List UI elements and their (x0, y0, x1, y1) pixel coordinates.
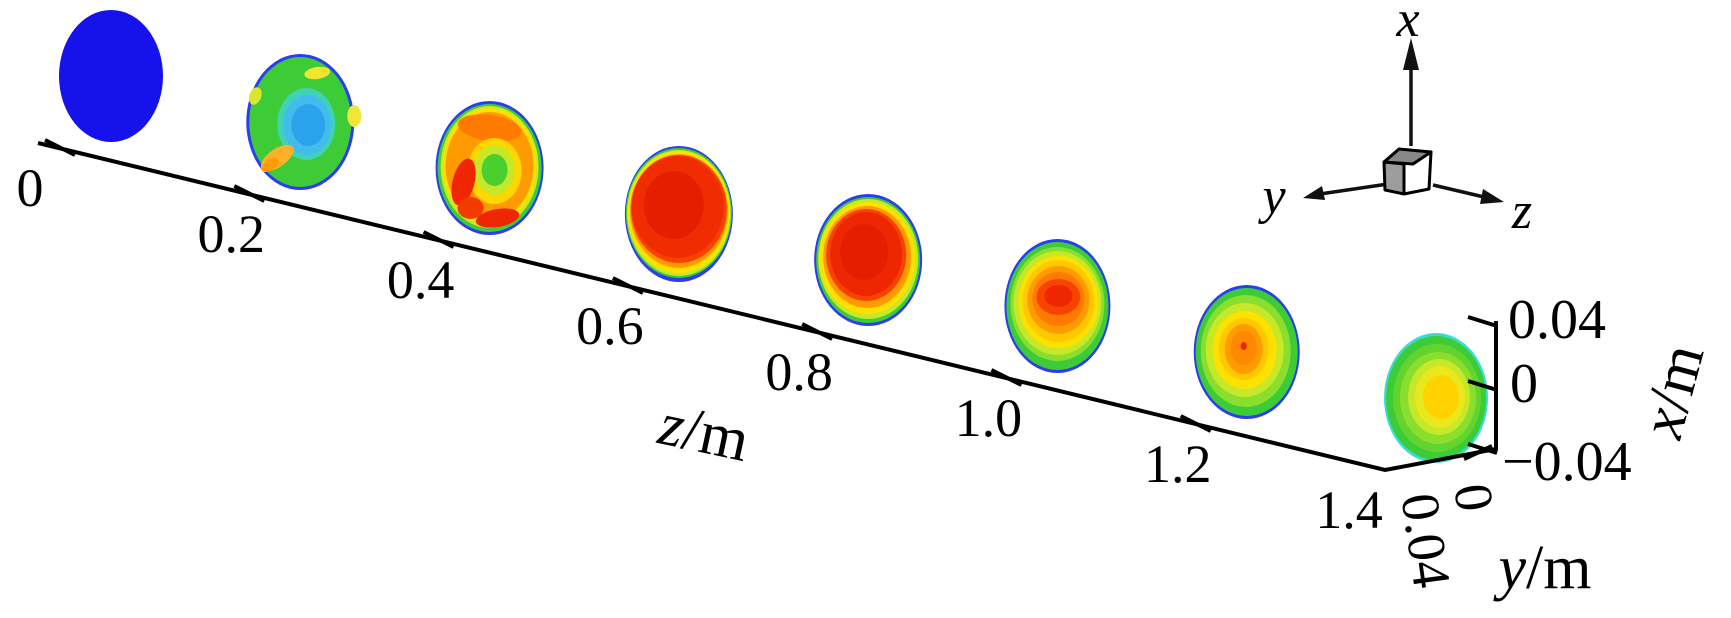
triad-x-arrowhead (1403, 38, 1419, 70)
z-tick-label: 0.4 (387, 250, 455, 310)
slice-z-0.8 (814, 194, 923, 326)
y-axis-symbol: y (1493, 534, 1527, 602)
contour-slices (59, 10, 1488, 463)
contour-spot (1240, 342, 1247, 350)
z-tick-label: 0 (17, 158, 44, 218)
triad-x-label: x (1395, 0, 1419, 48)
y-axis-tick (1463, 444, 1493, 461)
x-axis-tick-mid (1467, 379, 1498, 392)
axes-frame (37, 141, 1498, 473)
triad-z-label: z (1511, 183, 1532, 240)
contour-spot (457, 197, 484, 219)
triad-cube-top-face (1382, 147, 1433, 166)
z-axis-tick-labels: 0 0.2 0.4 0.6 0.8 1.0 1.2 1.4 (17, 158, 1383, 540)
slice-z-1.2 (1193, 285, 1300, 419)
z-tick (611, 276, 644, 295)
x-tick-label-pos004: 0.04 (1508, 289, 1606, 351)
slice-z-1 (1004, 239, 1111, 373)
contour-spot (475, 208, 520, 228)
slice-z-0.6 (624, 146, 733, 282)
z-axis-title: z/m (652, 390, 755, 475)
z-tick (422, 230, 455, 249)
x-axis-tick-top (1467, 315, 1498, 328)
z-tick-label: 1.4 (1315, 480, 1383, 540)
z-tick (233, 184, 266, 203)
z-axis-ticks (44, 138, 1212, 433)
contour-ring (840, 224, 889, 280)
contour-ring (1422, 375, 1459, 419)
z-axis-unit: /m (677, 395, 755, 475)
contour-ring (481, 154, 508, 186)
triad-y-arrow-shaft (1319, 182, 1389, 196)
z-tick (990, 368, 1023, 387)
contour-spot (347, 105, 362, 127)
contour-spot (304, 66, 331, 80)
z-tick-label: 1.0 (955, 388, 1023, 448)
contour-spot (261, 157, 279, 173)
x-axis-title: x/m (1628, 337, 1718, 445)
z-tick-label: 0.8 (765, 342, 833, 402)
contour-ring (59, 10, 163, 142)
y-axis-title: y/m (1493, 534, 1592, 602)
slice-z-0 (59, 10, 163, 142)
z-tick-label: 0.6 (576, 296, 644, 356)
contour-spot (451, 158, 476, 206)
slice-z-1.4 (1383, 333, 1488, 463)
contour-ring (1044, 285, 1073, 307)
orientation-triad: x y z (1257, 0, 1532, 240)
z-y-x-axis-polyline (37, 141, 1498, 473)
contour-ring (643, 171, 704, 239)
x-tick-label-neg004: −0.04 (1502, 431, 1632, 493)
x-tick-label-zero: 0 (1510, 353, 1538, 415)
y-tick-label-004: 0.04 (1390, 490, 1463, 592)
triad-y-label: y (1257, 168, 1286, 225)
contour-ring (457, 114, 522, 142)
z-tick-label: 0.2 (198, 204, 266, 264)
z-tick (44, 138, 76, 157)
slice-z-0.4 (435, 101, 544, 235)
triad-z-arrow-shaft (1432, 183, 1485, 199)
triad-y-arrowhead (1303, 186, 1325, 200)
z-tick (1179, 414, 1212, 433)
z-tick-label: 1.2 (1144, 434, 1212, 494)
slice-z-0.2 (246, 54, 362, 190)
triad-z-arrowhead (1480, 189, 1504, 204)
contour-ring (291, 104, 326, 146)
z-tick (801, 322, 834, 341)
y-axis-unit: /m (1526, 534, 1591, 602)
contour-spot (248, 87, 262, 105)
triad-cube-left-face (1382, 160, 1406, 196)
